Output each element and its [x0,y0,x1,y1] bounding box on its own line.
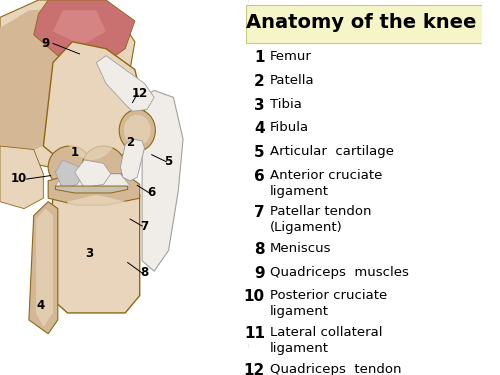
Text: 5: 5 [254,145,265,160]
Text: Fibula: Fibula [270,122,309,134]
FancyBboxPatch shape [248,3,480,344]
Text: 3: 3 [254,98,265,113]
FancyBboxPatch shape [246,5,486,44]
Text: 9: 9 [42,37,50,50]
Text: 2: 2 [254,74,265,89]
Polygon shape [44,42,144,174]
Polygon shape [36,209,53,327]
Text: 10: 10 [244,289,265,304]
Ellipse shape [62,84,120,160]
Polygon shape [0,7,106,153]
Text: 11: 11 [244,326,265,341]
Text: 7: 7 [254,205,265,220]
Text: Posterior cruciate
ligament: Posterior cruciate ligament [270,289,387,318]
Ellipse shape [48,146,92,188]
Polygon shape [34,0,135,69]
Text: 1: 1 [254,50,265,65]
Text: 2: 2 [126,136,134,149]
Text: 12: 12 [244,363,265,375]
Text: 8: 8 [140,267,148,279]
Polygon shape [0,0,135,167]
Polygon shape [68,195,125,306]
Polygon shape [56,174,130,189]
Text: 12: 12 [132,87,148,100]
Ellipse shape [82,146,125,188]
Text: 9: 9 [254,266,265,280]
Polygon shape [56,186,128,193]
Text: 10: 10 [11,172,28,185]
Polygon shape [29,202,58,334]
Text: 1: 1 [70,147,78,159]
Text: 4: 4 [37,300,45,312]
Polygon shape [56,160,84,189]
Text: 5: 5 [164,155,172,168]
Polygon shape [120,139,144,181]
Text: 7: 7 [140,219,148,232]
Text: Patellar tendon
(Ligament): Patellar tendon (Ligament) [270,205,371,234]
Text: 3: 3 [85,248,93,260]
Text: Quadriceps  muscles: Quadriceps muscles [270,266,408,279]
Text: 8: 8 [254,242,265,257]
Text: Lateral collateral
ligament: Lateral collateral ligament [270,326,382,355]
Text: Femur: Femur [270,50,312,63]
Polygon shape [48,174,140,205]
Text: 6: 6 [148,186,156,200]
Polygon shape [74,160,111,188]
Text: Patella: Patella [270,74,314,87]
Text: Anterior cruciate
ligament: Anterior cruciate ligament [270,169,382,198]
Polygon shape [48,181,140,313]
Text: 6: 6 [254,169,265,184]
Text: Anatomy of the knee: Anatomy of the knee [246,13,476,32]
Text: Meniscus: Meniscus [270,242,331,255]
Text: Tibia: Tibia [270,98,302,111]
Ellipse shape [124,115,150,146]
Polygon shape [96,56,154,111]
Text: 4: 4 [254,122,265,136]
Text: Articular  cartilage: Articular cartilage [270,145,394,158]
Ellipse shape [119,110,156,151]
Polygon shape [53,10,106,45]
Polygon shape [0,146,44,208]
Polygon shape [142,90,183,271]
Text: Quadriceps  tendon: Quadriceps tendon [270,363,401,375]
